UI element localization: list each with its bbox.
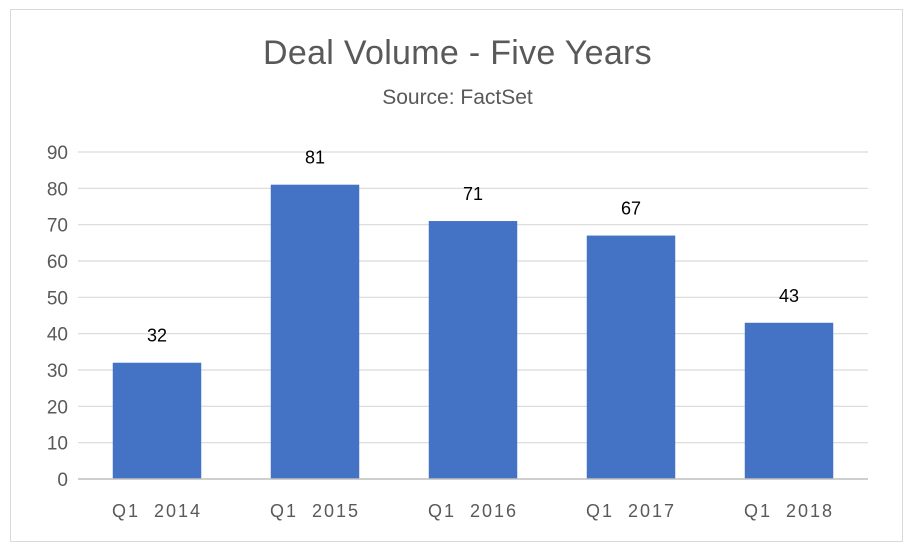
data-label: 71 (463, 184, 483, 204)
x-tick-label: Q1 2018 (744, 501, 834, 521)
y-tick-label: 10 (47, 434, 68, 455)
y-tick-label: 50 (47, 288, 68, 309)
y-tick-label: 30 (47, 361, 68, 382)
data-label: 32 (147, 326, 167, 346)
x-tick-label: Q1 2017 (586, 501, 676, 521)
data-label: 81 (305, 148, 325, 168)
x-tick-label: Q1 2016 (428, 501, 518, 521)
data-label: 67 (621, 199, 641, 219)
y-tick-label: 80 (47, 179, 68, 200)
y-tick-label: 40 (47, 325, 68, 346)
y-tick-label: 70 (47, 216, 68, 237)
x-tick-label: Q1 2014 (112, 501, 202, 521)
y-tick-label: 60 (47, 252, 68, 273)
bar (744, 322, 834, 479)
x-tick-label: Q1 2015 (270, 501, 360, 521)
y-tick-label: 0 (57, 470, 68, 491)
y-tick-label: 90 (47, 143, 68, 164)
chart-title: Deal Volume - Five Years (263, 34, 652, 72)
bar (586, 235, 676, 479)
chart-subtitle: Source: FactSet (382, 86, 533, 109)
data-label: 43 (779, 286, 799, 306)
bar (428, 221, 518, 480)
bar (270, 184, 360, 479)
bar (112, 362, 202, 479)
y-tick-label: 20 (47, 397, 68, 418)
